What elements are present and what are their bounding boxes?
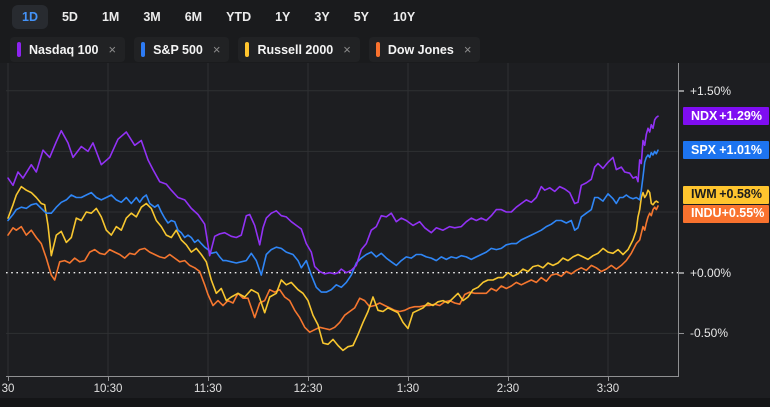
badge-symbol: IWM [691, 187, 717, 202]
x-axis-label: 10:30 [93, 383, 123, 395]
x-axis-label: 2:30 [496, 383, 520, 395]
tab-10y[interactable]: 10Y [383, 5, 425, 30]
chip-color-bar [375, 42, 380, 57]
plot-area[interactable] [6, 63, 678, 376]
tab-1m[interactable]: 1M [92, 5, 129, 30]
chip-label: Dow Jones [387, 42, 454, 57]
x-axis-label: 1:30 [396, 383, 420, 395]
y-axis-tick [679, 90, 684, 92]
chip-label: Nasdaq 100 [29, 42, 99, 57]
tab-ytd[interactable]: YTD [216, 5, 261, 30]
value-badge-ndx: NDX +1.29% [683, 107, 769, 126]
y-axis-label: +0.00% [690, 265, 732, 280]
series-line-iwm [7, 185, 659, 352]
y-axis-label: +1.50% [690, 83, 732, 98]
x-axis-tick [407, 377, 409, 381]
x-axis-label: 12:30 [293, 383, 323, 395]
badge-change: +1.01% [719, 142, 762, 157]
y-axis-label: -0.50% [690, 326, 729, 341]
tab-6m[interactable]: 6M [175, 5, 212, 30]
chip-color-bar [141, 42, 146, 57]
badge-symbol: NDX [691, 108, 718, 123]
y-axis-tick [679, 332, 684, 335]
tab-5y[interactable]: 5Y [344, 5, 379, 30]
x-axis-tick [207, 377, 209, 381]
badge-symbol: SPX [691, 142, 717, 157]
value-badge-iwm: IWM +0.58% [683, 185, 769, 204]
chart-region: +1.50% +0.00% -0.50% NDX +1.29% SPX +1.01% IWM +… [0, 63, 770, 398]
tab-5d[interactable]: 5D [52, 5, 88, 30]
time-range-tabbar: 1D 5D 1M 3M 6M YTD 1Y 3Y 5Y 10Y [12, 3, 425, 31]
x-axis: 30 10:30 11:30 12:30 1:30 2:30 3:30 [2, 376, 678, 398]
chip-color-bar [17, 42, 21, 57]
x-axis-tick [507, 377, 509, 381]
y-axis-tick [679, 272, 684, 274]
chip-label: S&P 500 [153, 42, 203, 57]
right-axis-gutter: +1.50% +0.00% -0.50% NDX +1.29% SPX +1.01% IWM +… [678, 63, 770, 377]
tab-3m[interactable]: 3M [133, 5, 170, 30]
tab-1d[interactable]: 1D [12, 4, 48, 30]
badge-change: +1.29% [719, 108, 762, 123]
chip-russell-2000[interactable]: Russell 2000 × [238, 37, 360, 62]
tab-3y[interactable]: 3Y [304, 5, 339, 30]
chip-s-p-500[interactable]: S&P 500 × [134, 37, 230, 62]
badge-change: +0.55% [721, 206, 765, 221]
chart-canvas [6, 63, 678, 376]
close-icon[interactable]: × [108, 42, 117, 57]
value-badge-indu: INDU +0.55% [683, 204, 769, 223]
chip-label: Russell 2000 [257, 42, 334, 57]
badge-change: +0.58% [719, 187, 762, 202]
series-line-indu [7, 205, 659, 334]
x-axis-label: 30 [1, 383, 15, 395]
close-icon[interactable]: × [463, 42, 472, 57]
bottom-strip [0, 398, 770, 407]
x-axis-label: 11:30 [194, 383, 222, 395]
x-axis-tick [7, 377, 9, 381]
badge-symbol: INDU [691, 206, 722, 221]
series-line-spx [7, 149, 659, 293]
close-icon[interactable]: × [212, 42, 221, 57]
value-badge-spx: SPX +1.01% [683, 141, 769, 160]
index-chips: Nasdaq 100 × S&P 500 × Russell 2000 × Dow Jone… [10, 37, 481, 62]
close-icon[interactable]: × [343, 42, 351, 57]
chip-dow-jones[interactable]: Dow Jones × [368, 37, 481, 62]
tab-1y[interactable]: 1Y [265, 5, 300, 30]
chip-nasdaq-100[interactable]: Nasdaq 100 × [10, 37, 126, 62]
series-line-ndx [7, 115, 659, 275]
x-axis-tick [107, 377, 109, 381]
x-axis-label: 3:30 [596, 383, 620, 395]
x-axis-tick [307, 377, 309, 381]
chip-color-bar [245, 42, 250, 57]
x-axis-tick [607, 377, 609, 381]
